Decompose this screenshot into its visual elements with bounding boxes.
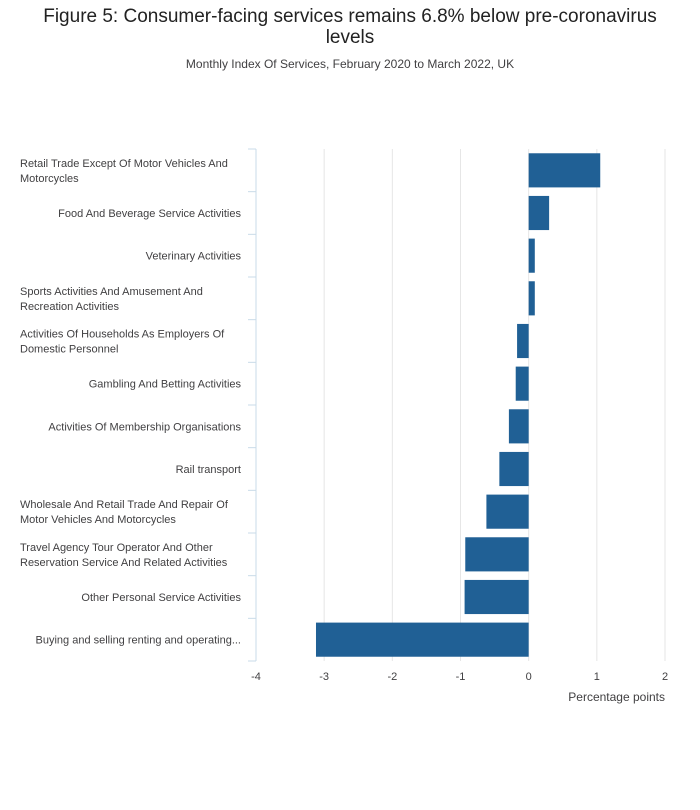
category-label-line: Travel Agency Tour Operator And Other xyxy=(20,542,213,554)
category-label: Gambling And Betting Activities xyxy=(89,379,242,391)
category-label: Rail transport xyxy=(176,464,241,476)
category-label-line: Wholesale And Retail Trade And Repair Of xyxy=(20,499,229,511)
x-tick-label: -2 xyxy=(387,671,397,683)
category-label-line: Domestic Personnel xyxy=(20,344,118,356)
x-tick-label: 1 xyxy=(594,671,600,683)
category-label: Retail Trade Except Of Motor Vehicles An… xyxy=(20,158,228,185)
x-axis-title: Percentage points xyxy=(568,690,665,704)
x-tick-label: 2 xyxy=(662,671,668,683)
category-label-line: Recreation Activities xyxy=(20,301,120,313)
bar xyxy=(508,409,529,444)
category-label-line: Sports Activities And Amusement And xyxy=(20,286,203,298)
bar xyxy=(528,238,535,273)
x-tick-label: -1 xyxy=(456,671,466,683)
bar xyxy=(465,537,529,572)
category-label: Activities Of Membership Organisations xyxy=(48,421,241,433)
bar xyxy=(464,579,529,615)
category-label: Veterinary Activities xyxy=(146,251,242,263)
category-label-line: Activities Of Membership Organisations xyxy=(48,421,241,433)
bar xyxy=(528,281,535,316)
chart-title: Figure 5: Consumer-facing services remai… xyxy=(43,6,657,48)
category-label-line: Activities Of Households As Employers Of xyxy=(20,329,225,341)
category-label-line: Motorcycles xyxy=(20,173,79,185)
category-label-line: Food And Beverage Service Activities xyxy=(58,208,241,220)
x-tick-label: 0 xyxy=(526,671,532,683)
x-tick-label: -4 xyxy=(251,671,261,683)
bar xyxy=(486,494,529,529)
category-label-line: Veterinary Activities xyxy=(146,251,242,263)
bar xyxy=(499,451,529,487)
bar xyxy=(315,622,529,657)
category-label-line: Buying and selling renting and operating… xyxy=(36,635,241,647)
category-label: Activities Of Households As Employers Of… xyxy=(20,329,225,356)
bar xyxy=(515,366,529,401)
category-label-line: Reservation Service And Related Activiti… xyxy=(20,557,228,569)
category-label: Wholesale And Retail Trade And Repair Of… xyxy=(20,499,229,526)
category-label: Other Personal Service Activities xyxy=(81,592,241,604)
bar xyxy=(517,323,529,359)
category-label-line: Other Personal Service Activities xyxy=(81,592,241,604)
category-label-line: Gambling And Betting Activities xyxy=(89,379,242,391)
category-label: Food And Beverage Service Activities xyxy=(58,208,241,220)
bar xyxy=(528,195,550,231)
category-label: Travel Agency Tour Operator And Other Res… xyxy=(20,542,228,569)
x-tick-label: -3 xyxy=(319,671,329,683)
chart-subtitle: Monthly Index Of Services, February 2020… xyxy=(185,57,515,71)
bar xyxy=(528,153,601,188)
category-label: Buying and selling renting and operating… xyxy=(36,635,241,647)
category-label-line: Motor Vehicles And Motorcycles xyxy=(20,514,176,526)
category-label-line: Retail Trade Except Of Motor Vehicles An… xyxy=(20,158,228,170)
category-label: Sports Activities And Amusement And Recre… xyxy=(20,286,203,313)
category-label-line: Rail transport xyxy=(176,464,241,476)
